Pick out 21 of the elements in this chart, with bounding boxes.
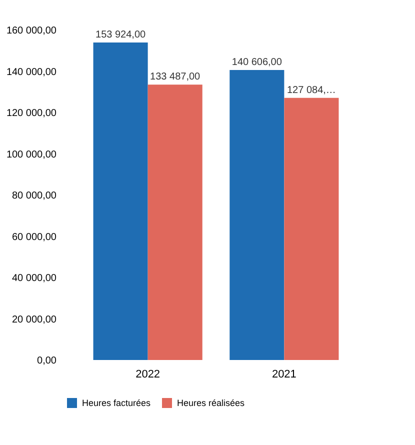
y-tick-label: 80 000,00: [12, 190, 57, 202]
y-tick-label: 60 000,00: [12, 232, 57, 243]
data-label: 140 606,00: [232, 57, 282, 68]
legend-label: Heures facturées: [82, 398, 152, 408]
data-label: 153 924,00: [96, 30, 146, 41]
bar: [93, 42, 148, 360]
data-label: 133 487,00: [150, 72, 201, 83]
y-tick-label: 100 000,00: [6, 149, 57, 160]
y-tick-label: 160 000,00: [6, 26, 57, 36]
x-tick-label: 2021: [272, 368, 296, 380]
data-label: 127 084,…: [286, 84, 336, 96]
y-tick-label: 140 000,00: [6, 66, 57, 78]
bar: [284, 98, 339, 360]
x-tick-label: 2022: [136, 368, 160, 380]
bar: [148, 84, 202, 360]
y-tick-label: 20 000,00: [12, 314, 57, 326]
y-tick-label: 120 000,00: [6, 108, 57, 119]
y-tick-label: 40 000,00: [12, 273, 57, 284]
y-tick-label: 0,00: [37, 356, 57, 366]
bar: [230, 70, 284, 360]
legend-label: Heures réalisées: [177, 398, 246, 408]
